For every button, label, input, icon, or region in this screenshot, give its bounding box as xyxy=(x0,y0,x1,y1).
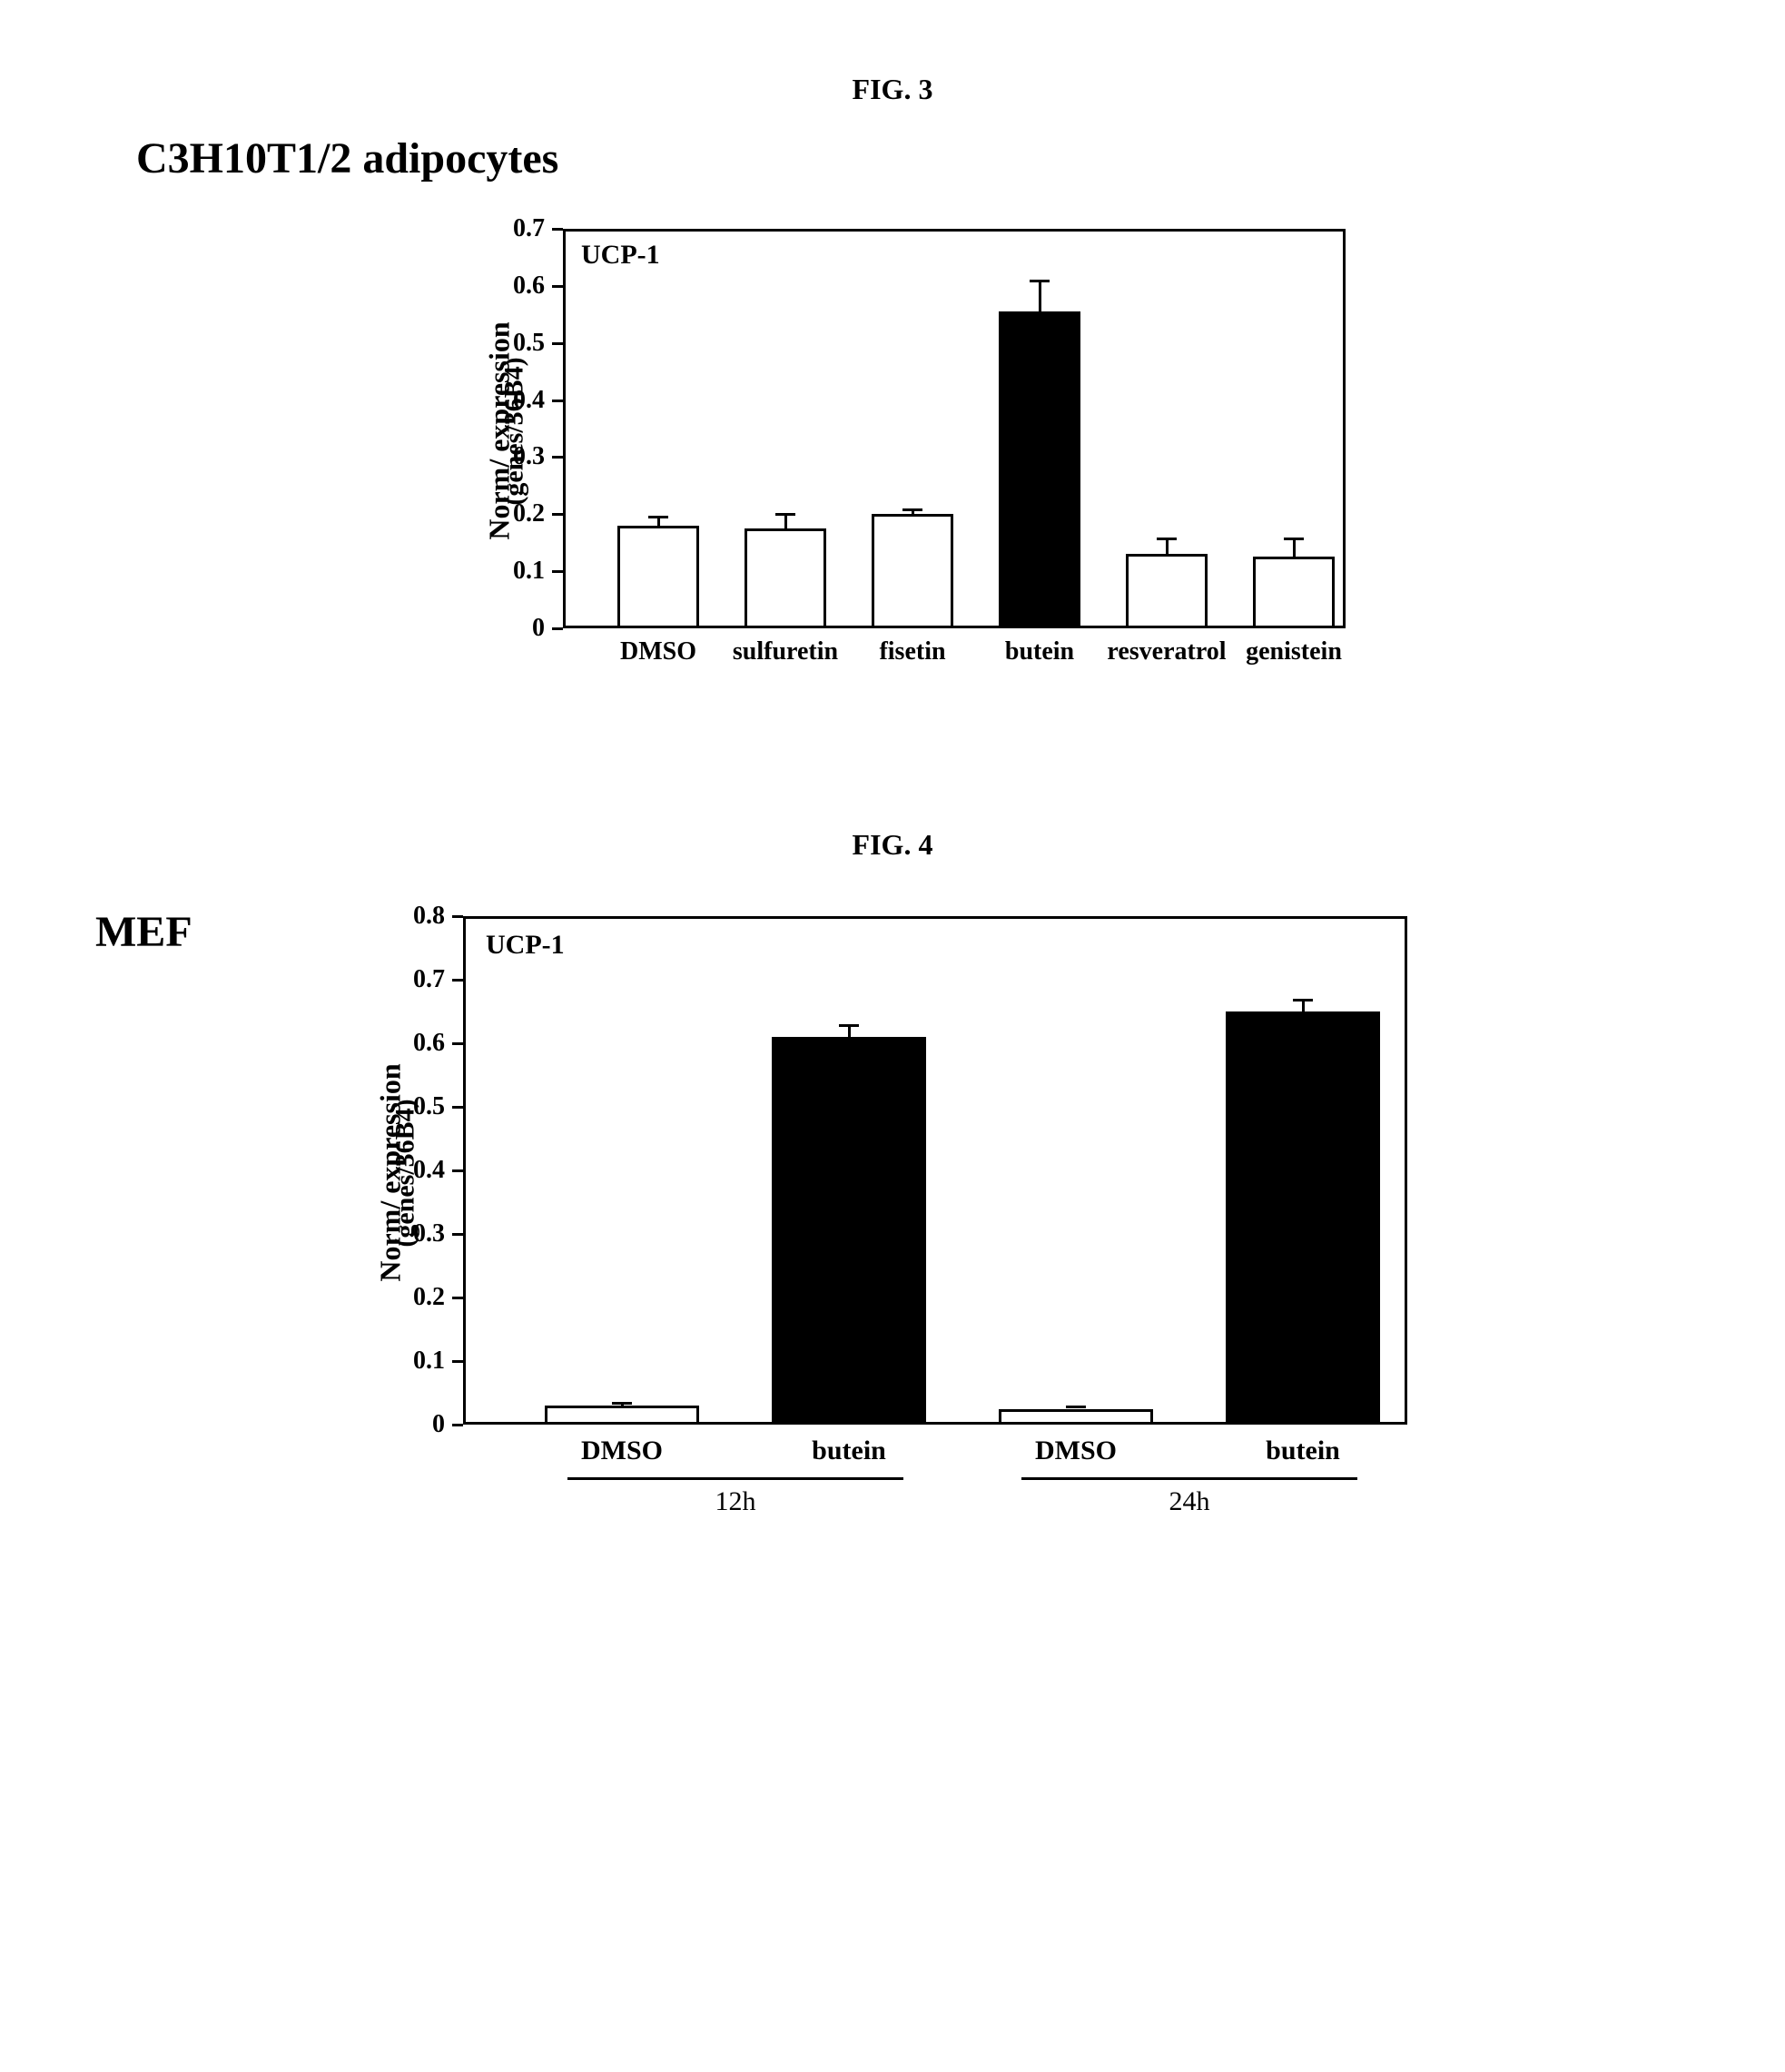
fig4-ytick-label: 0 xyxy=(392,1410,445,1439)
fig3-bar xyxy=(872,514,953,628)
fig3-ytick-label: 0 xyxy=(498,614,545,643)
fig4-caption: FIG. 4 xyxy=(109,828,1676,862)
fig4-ytick xyxy=(452,1360,463,1363)
fig3-ytick-label: 0.4 xyxy=(498,386,545,415)
fig3-errorcap xyxy=(775,513,795,516)
fig3-ytick xyxy=(552,627,563,630)
fig3-errorbar xyxy=(1166,538,1169,555)
fig3-ytick xyxy=(552,400,563,402)
fig3-xlabel: genistein xyxy=(1230,637,1357,666)
fig3-bar xyxy=(1126,554,1208,628)
fig3-ylabel-line2: (genes/36B4) xyxy=(499,357,530,505)
fig3-bar xyxy=(617,526,699,628)
fig4-ytick-label: 0.6 xyxy=(392,1029,445,1058)
fig3-ytick xyxy=(552,456,563,459)
fig3-errorbar xyxy=(1293,538,1296,557)
fig4-ytick xyxy=(452,915,463,918)
fig4-errorcap xyxy=(1066,1406,1086,1408)
fig3-xlabel: resveratrol xyxy=(1103,637,1230,666)
fig4-ytick-label: 0.8 xyxy=(392,902,445,931)
page: FIG. 3 C3H10T1/2 adipocytes Norm/ expres… xyxy=(0,0,1785,2072)
fig3-ytick xyxy=(552,570,563,573)
fig4-bar xyxy=(545,1406,699,1425)
fig4-group-label: 12h xyxy=(690,1486,781,1517)
fig3-xlabel: fisetin xyxy=(849,637,976,666)
fig3-ytick-label: 0.7 xyxy=(498,214,545,243)
fig3-errorcap xyxy=(648,516,668,518)
fig4-group-label: 24h xyxy=(1144,1486,1235,1517)
fig3-ytick-label: 0.1 xyxy=(498,557,545,586)
fig4-chart: Norm/ expression(genes/36B4)00.10.20.30.… xyxy=(309,898,1453,1588)
fig4-ytick-label: 0.7 xyxy=(392,965,445,994)
fig3-errorcap xyxy=(1157,538,1177,540)
fig3-ytick-label: 0.5 xyxy=(498,329,545,358)
fig4-inset-label: UCP-1 xyxy=(486,930,565,961)
fig3-bar xyxy=(745,528,826,628)
fig4-ytick xyxy=(452,1106,463,1109)
fig4-ytick-label: 0.1 xyxy=(392,1347,445,1376)
fig3-errorbar xyxy=(1039,281,1041,312)
fig4-ytick xyxy=(452,1042,463,1045)
fig4-bar xyxy=(999,1409,1153,1426)
fig4-ytick-label: 0.4 xyxy=(392,1156,445,1185)
fig3-panel-title: C3H10T1/2 adipocytes xyxy=(136,133,1676,183)
fig3-errorcap xyxy=(902,508,922,511)
fig3-ytick-label: 0.6 xyxy=(498,271,545,301)
fig4-xlabel: butein xyxy=(1230,1436,1376,1466)
fig4-bar xyxy=(772,1037,926,1425)
fig4-group-line xyxy=(1021,1477,1357,1480)
fig4-errorcap xyxy=(839,1024,859,1027)
fig4-xlabel: DMSO xyxy=(549,1436,695,1466)
fig4-ytick xyxy=(452,1169,463,1172)
fig4-group-line xyxy=(567,1477,903,1480)
fig3-chart: Norm/ expression(genes/36B4)00.10.20.30.… xyxy=(427,211,1425,719)
fig4-errorcap xyxy=(612,1402,632,1405)
fig4-errorcap xyxy=(1293,999,1313,1001)
fig4-ytick xyxy=(452,1297,463,1299)
fig3-bar xyxy=(999,311,1080,628)
fig4-xlabel: DMSO xyxy=(1003,1436,1149,1466)
fig4-ytick xyxy=(452,1233,463,1236)
fig3-bar xyxy=(1253,557,1335,628)
fig3-ytick xyxy=(552,228,563,231)
fig4-ytick-label: 0.5 xyxy=(392,1092,445,1121)
fig4-ytick-label: 0.3 xyxy=(392,1219,445,1248)
fig3-xlabel: DMSO xyxy=(595,637,722,666)
fig3-errorcap xyxy=(1030,280,1050,282)
fig4-bar xyxy=(1226,1011,1380,1425)
fig4-ytick xyxy=(452,979,463,982)
fig3-ytick-label: 0.3 xyxy=(498,442,545,471)
fig3-ytick-label: 0.2 xyxy=(498,499,545,528)
fig4-ytick-label: 0.2 xyxy=(392,1283,445,1312)
fig4-row: MEF Norm/ expression(genes/36B4)00.10.20… xyxy=(109,898,1676,1588)
fig3-xlabel: sulfuretin xyxy=(722,637,849,666)
fig3-caption: FIG. 3 xyxy=(109,73,1676,106)
fig3-xlabel: butein xyxy=(976,637,1103,666)
fig3-errorbar xyxy=(784,514,787,528)
fig3-ytick xyxy=(552,342,563,345)
fig3-ytick xyxy=(552,513,563,516)
fig4-xlabel: butein xyxy=(776,1436,922,1466)
fig3-inset-label: UCP-1 xyxy=(581,240,660,271)
fig4-panel-title: MEF xyxy=(95,907,192,957)
fig3-errorcap xyxy=(1284,538,1304,540)
fig4-ytick xyxy=(452,1424,463,1426)
fig3-ytick xyxy=(552,285,563,288)
